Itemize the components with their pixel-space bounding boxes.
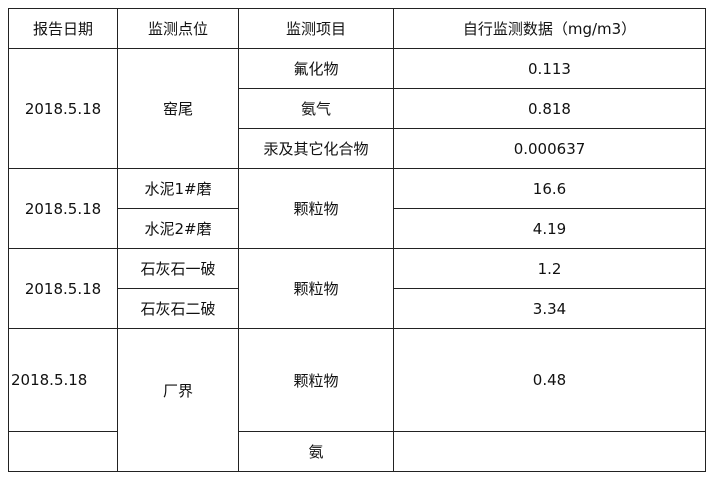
value-cell: 0.818	[393, 88, 706, 129]
item-cell: 氟化物	[238, 48, 394, 89]
table-row: 水泥2#磨 4.19	[9, 208, 706, 249]
site-cell: 窑尾	[117, 48, 239, 169]
date-cell: 2018.5.18	[8, 48, 118, 169]
value-cell: 3.34	[393, 288, 706, 329]
date-cell: 2018.5.18	[8, 168, 118, 249]
value-cell	[393, 431, 706, 472]
item-cell: 氨气	[238, 88, 394, 129]
header-item: 监测项目	[238, 8, 394, 49]
value-cell: 0.113	[393, 48, 706, 89]
table-row: 2018.5.18 厂界 颗粒物 0.48	[8, 328, 706, 472]
table-row: 氨气 0.818	[9, 88, 706, 129]
header-date: 报告日期	[8, 8, 118, 49]
value-cell: 4.19	[393, 208, 706, 249]
header-value: 自行监测数据（mg/m3）	[393, 8, 706, 49]
item-cell: 汞及其它化合物	[238, 128, 394, 169]
table-row: 石灰石二破 3.34	[9, 288, 706, 329]
value-cell: 0.000637	[393, 128, 706, 169]
table-row: 汞及其它化合物 0.000637	[9, 128, 706, 169]
date-cell: 2018.5.18	[8, 328, 118, 432]
date-cell-empty	[8, 431, 118, 472]
item-cell: 颗粒物	[238, 248, 394, 329]
table-row: 氨	[8, 431, 706, 472]
item-cell: 颗粒物	[238, 168, 394, 249]
value-cell: 0.48	[393, 328, 706, 432]
date-cell: 2018.5.18	[8, 248, 118, 329]
table-row: 2018.5.18 窑尾 氟化物 0.113	[8, 48, 706, 169]
item-cell: 氨	[238, 431, 394, 472]
site-cell: 水泥1#磨	[117, 168, 239, 209]
site-cell: 水泥2#磨	[117, 208, 239, 249]
site-cell: 石灰石二破	[117, 288, 239, 329]
item-cell: 颗粒物	[238, 328, 394, 432]
value-cell: 1.2	[393, 248, 706, 289]
table-row: 2018.5.18 水泥1#磨 颗粒物 16.6	[8, 168, 706, 249]
monitoring-table: 报告日期 监测点位 监测项目 自行监测数据（mg/m3） 2018.5.18 窑…	[8, 8, 706, 472]
value-cell: 16.6	[393, 168, 706, 209]
header-row: 报告日期 监测点位 监测项目 自行监测数据（mg/m3）	[8, 8, 706, 49]
site-cell: 石灰石一破	[117, 248, 239, 289]
table-row: 2018.5.18 石灰石一破 颗粒物 1.2	[8, 248, 706, 329]
site-cell: 厂界	[117, 328, 239, 472]
header-site: 监测点位	[117, 8, 239, 49]
